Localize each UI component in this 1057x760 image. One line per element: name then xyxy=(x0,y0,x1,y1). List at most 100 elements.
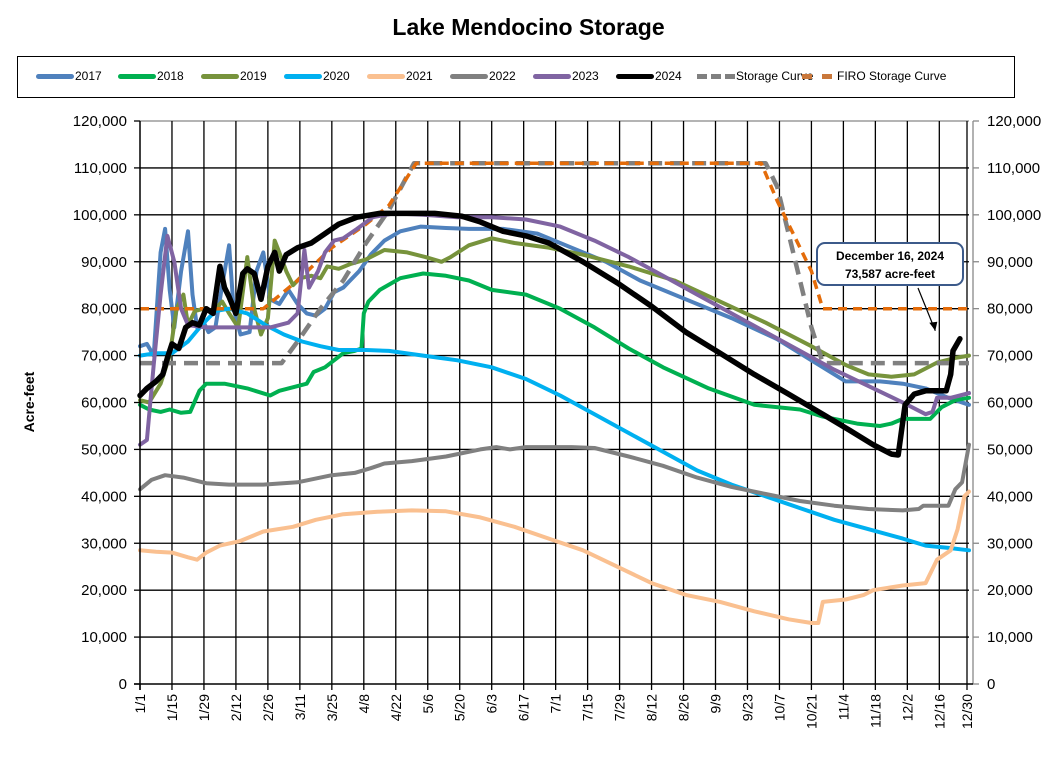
x-tick-label: 6/3 xyxy=(484,694,500,714)
x-tick-label: 3/11 xyxy=(292,694,308,720)
x-tick-label: 1/29 xyxy=(196,694,212,721)
legend-item-2022: 2022 xyxy=(450,69,516,83)
legend-label: 2021 xyxy=(406,69,433,83)
x-tick-label: 11/4 xyxy=(835,694,851,720)
x-tick-label: 7/1 xyxy=(548,694,564,714)
legend-item-2023: 2023 xyxy=(533,69,599,83)
legend-label: 2018 xyxy=(157,69,184,83)
legend-item-storage-curve: Storage Curve xyxy=(697,69,813,83)
x-tick-label: 12/16 xyxy=(931,694,947,729)
legend-label: FIRO Storage Curve xyxy=(837,69,947,83)
y-tick-label: 60,000 xyxy=(81,395,127,412)
series-line-2021 xyxy=(138,489,971,625)
y-tick-label-right: 20,000 xyxy=(987,582,1033,599)
x-tick-label: 9/9 xyxy=(708,694,724,714)
legend-swatch xyxy=(616,73,654,79)
legend-label: Storage Curve xyxy=(736,69,814,83)
x-tick-label: 1/15 xyxy=(164,694,180,721)
y-tick-label: 0 xyxy=(119,676,127,693)
y-tick-label: 80,000 xyxy=(81,301,127,318)
y-tick-label: 90,000 xyxy=(81,254,127,271)
x-tick-label: 12/30 xyxy=(959,694,975,729)
annotation-value: 73,587 acre-feet xyxy=(844,267,936,281)
annotation-callout: December 16, 2024 73,587 acre-feet xyxy=(816,242,964,286)
y-tick-label-right: 40,000 xyxy=(987,488,1033,505)
y-tick-label: 100,000 xyxy=(73,207,127,224)
legend-item-2024: 2024 xyxy=(616,69,682,83)
legend-item-2018: 2018 xyxy=(118,69,184,83)
y-tick-label: 120,000 xyxy=(73,113,127,130)
legend-label: 2022 xyxy=(489,69,516,83)
annotation-date: December 16, 2024 xyxy=(835,249,945,263)
legend-label: 2017 xyxy=(75,69,102,83)
legend-swatch xyxy=(802,73,832,79)
x-tick-label: 1/1 xyxy=(132,694,148,714)
x-tick-label: 10/7 xyxy=(771,694,787,721)
callout-arrow-head xyxy=(929,321,938,331)
y-tick-label-right: 100,000 xyxy=(987,207,1041,224)
y-tick-label-right: 50,000 xyxy=(987,441,1033,458)
callout-arrow xyxy=(917,287,938,331)
legend-swatch xyxy=(36,73,74,79)
x-tick-label: 11/18 xyxy=(867,694,883,728)
x-tick-label: 9/23 xyxy=(739,694,755,721)
y-tick-label: 40,000 xyxy=(81,488,127,505)
legend-swatch xyxy=(118,73,156,79)
legend-label: 2019 xyxy=(240,69,267,83)
legend-item-2021: 2021 xyxy=(367,69,433,83)
grid-lines xyxy=(140,120,969,684)
x-tick-label: 6/17 xyxy=(516,694,532,721)
x-tick-label: 2/26 xyxy=(260,694,276,721)
x-tick-label: 12/2 xyxy=(899,694,915,721)
y-tick-label: 30,000 xyxy=(81,535,127,552)
y-tick-label-right: 80,000 xyxy=(987,301,1033,318)
y-tick-label-right: 30,000 xyxy=(987,535,1033,552)
x-tick-label: 8/12 xyxy=(644,694,660,721)
legend-swatch xyxy=(450,73,488,79)
y-tick-label-right: 10,000 xyxy=(987,629,1033,646)
series-line-2022 xyxy=(138,442,971,513)
series-lines xyxy=(137,160,971,625)
axes xyxy=(134,121,974,690)
y-tick-label: 20,000 xyxy=(81,582,127,599)
y-tick-label-right: 90,000 xyxy=(987,254,1033,271)
y-tick-label: 70,000 xyxy=(81,348,127,365)
y-axis-left-ticks: 0 10,000 20,000 30,000 40,000 50,000 60,000 70,… xyxy=(73,113,140,693)
legend-label: 2024 xyxy=(655,69,682,83)
series-line-2018 xyxy=(138,271,971,428)
x-tick-label: 2/12 xyxy=(228,694,244,721)
y-tick-label-right: 120,000 xyxy=(987,113,1041,130)
x-tick-label: 10/21 xyxy=(803,694,819,729)
legend-label: 2023 xyxy=(572,69,599,83)
series-line-2024 xyxy=(137,210,963,458)
legend-swatch xyxy=(533,73,571,79)
y-axis-right-ticks: 0 10,000 20,000 30,000 40,000 50,000 60,000 70,… xyxy=(973,113,1041,693)
x-tick-label: 5/6 xyxy=(420,694,436,714)
y-axis-title: Acre-feet xyxy=(21,371,37,432)
x-tick-label: 7/29 xyxy=(612,694,628,721)
x-tick-label: 4/8 xyxy=(356,694,372,714)
x-tick-label: 4/22 xyxy=(388,694,404,721)
x-tick-label: 3/25 xyxy=(324,694,340,721)
legend-swatch xyxy=(201,73,239,79)
y-tick-label: 50,000 xyxy=(81,441,127,458)
y-tick-label-right: 0 xyxy=(987,676,995,693)
y-tick-label: 10,000 xyxy=(81,629,127,646)
x-axis-ticks: 1/1 1/15 1/29 2/12 2/26 3/11 3/25 4/8 4/22 5/6 5/2… xyxy=(132,684,975,729)
legend-item-2019: 2019 xyxy=(201,69,267,83)
legend-label: 2020 xyxy=(323,69,350,83)
x-tick-label: 8/26 xyxy=(676,694,692,721)
y-tick-label-right: 60,000 xyxy=(987,395,1033,412)
legend-item-2020: 2020 xyxy=(284,69,350,83)
x-tick-label: 7/15 xyxy=(580,694,596,721)
series-line-storage-curve xyxy=(140,160,969,366)
legend-item-firo-storage-curve: FIRO Storage Curve xyxy=(802,69,946,83)
legend-swatch xyxy=(697,73,735,79)
legend-swatch xyxy=(284,73,322,79)
legend-item-2017: 2017 xyxy=(36,69,102,83)
chart-title: Lake Mendocino Storage xyxy=(392,14,665,40)
legend-swatch xyxy=(367,73,405,79)
y-tick-label-right: 70,000 xyxy=(987,348,1033,365)
chart-legend: 2017 2018 2019 2020 2021 2022 2023 2024 Storage … xyxy=(17,56,1015,98)
